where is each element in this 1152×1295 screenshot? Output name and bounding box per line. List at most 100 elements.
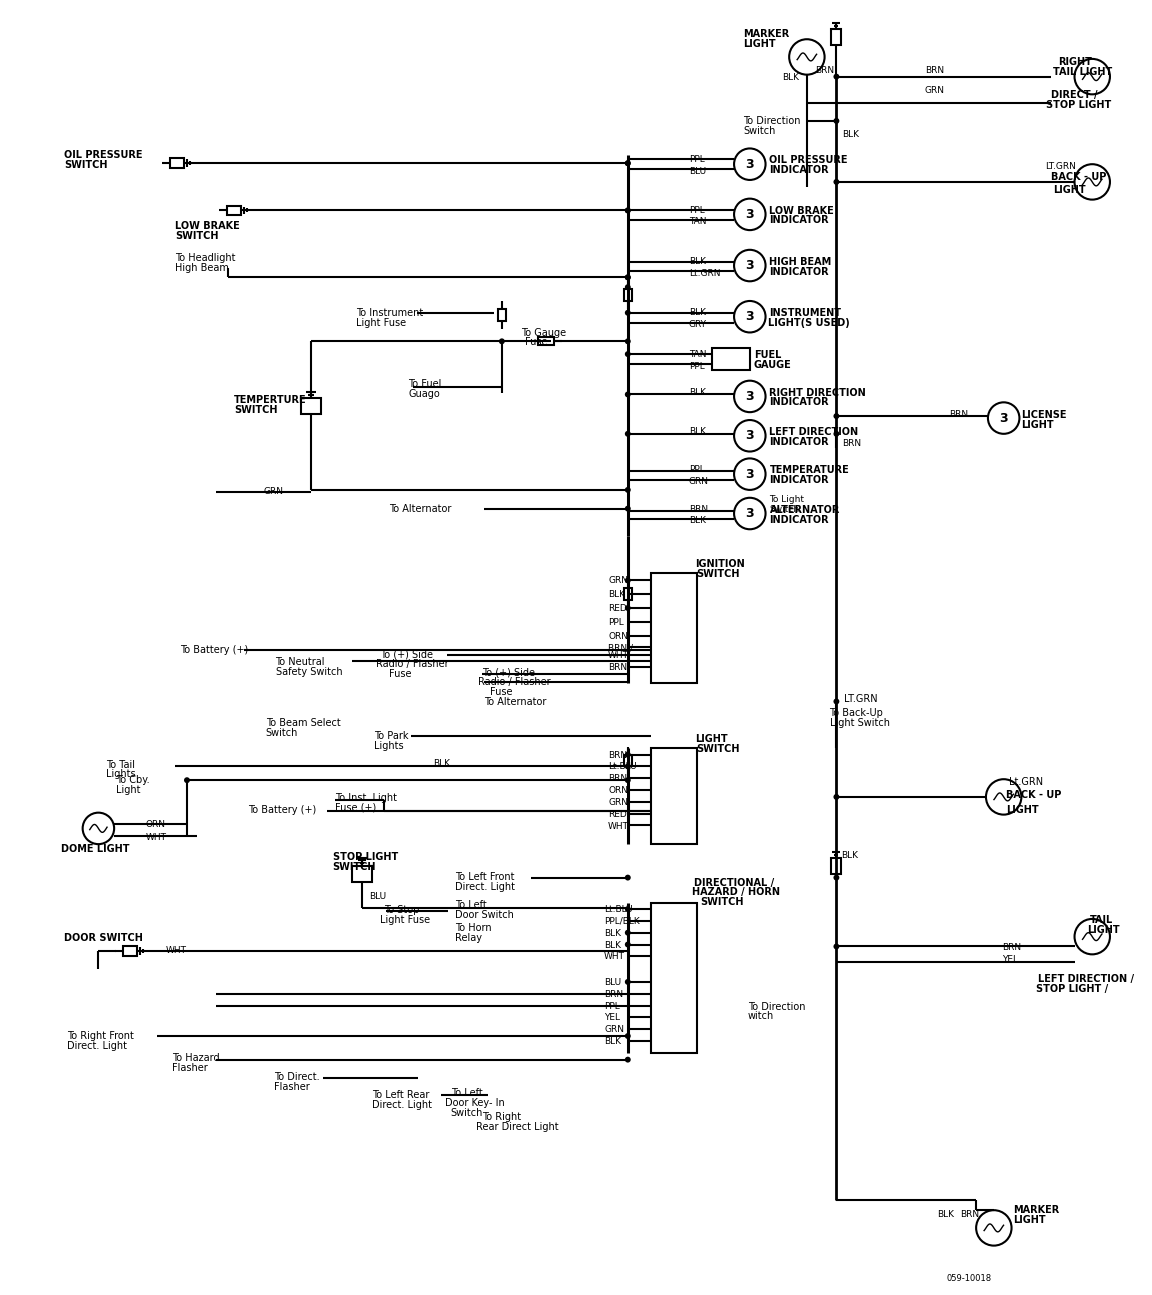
Text: DOOR SWITCH: DOOR SWITCH	[65, 932, 143, 943]
Text: Fuse: Fuse	[490, 686, 513, 697]
Text: Switch: Switch	[450, 1107, 483, 1118]
Text: To Direction: To Direction	[748, 1001, 805, 1011]
Text: YEL: YEL	[1002, 956, 1017, 965]
Text: PPL: PPL	[689, 206, 705, 215]
Text: BLK: BLK	[841, 851, 858, 860]
Text: To Direct.: To Direct.	[273, 1072, 319, 1083]
Text: OIL PRESSURE: OIL PRESSURE	[65, 150, 143, 161]
Circle shape	[184, 777, 190, 783]
Text: BLK: BLK	[689, 387, 706, 396]
Text: Light: Light	[116, 785, 141, 795]
Text: INSTRUMENT: INSTRUMENT	[770, 308, 841, 317]
Circle shape	[624, 275, 631, 280]
Circle shape	[624, 874, 631, 881]
Text: LEFT DIRECTION /: LEFT DIRECTION /	[1038, 974, 1134, 984]
Text: Lt.BLU: Lt.BLU	[604, 905, 632, 914]
Text: To Alternator: To Alternator	[484, 697, 546, 707]
Text: GRN: GRN	[604, 1026, 624, 1035]
Text: 3: 3	[1000, 412, 1008, 425]
Text: LT.GRN: LT.GRN	[844, 694, 878, 703]
Text: 3: 3	[745, 467, 755, 480]
Text: Lights: Lights	[106, 769, 136, 780]
Text: PPL: PPL	[689, 363, 705, 370]
Text: To Battery (+): To Battery (+)	[248, 804, 316, 815]
Text: DOME LIGHT: DOME LIGHT	[61, 844, 129, 855]
Text: BLK: BLK	[604, 929, 621, 938]
Text: TEMPERATURE: TEMPERATURE	[770, 465, 849, 475]
Text: TAN: TAN	[689, 350, 706, 359]
Text: Light Fuse: Light Fuse	[380, 916, 430, 925]
Text: SWITCH: SWITCH	[700, 897, 744, 908]
Text: Light Fuse: Light Fuse	[356, 317, 407, 328]
Text: BRN: BRN	[925, 66, 945, 75]
Text: To Park: To Park	[374, 730, 409, 741]
Text: Lt.GRN: Lt.GRN	[1009, 777, 1043, 787]
Text: LIGHT: LIGHT	[1006, 804, 1038, 815]
Circle shape	[833, 944, 840, 949]
Text: To Battery (+): To Battery (+)	[180, 645, 249, 655]
Text: SWITCH: SWITCH	[175, 231, 219, 241]
Text: To Neutral: To Neutral	[275, 657, 325, 667]
Text: High Beam: High Beam	[175, 263, 229, 272]
Text: YEL: YEL	[604, 1014, 620, 1022]
Text: BRN: BRN	[608, 663, 627, 672]
Circle shape	[624, 930, 631, 936]
Text: To Left Rear: To Left Rear	[372, 1090, 430, 1101]
Text: 3: 3	[745, 158, 755, 171]
Text: BLU: BLU	[369, 892, 386, 901]
Text: 3: 3	[745, 311, 755, 324]
Text: LT.GRN: LT.GRN	[1045, 162, 1076, 171]
Text: Switch: Switch	[770, 505, 799, 514]
Text: LIGHT: LIGHT	[743, 39, 775, 49]
Text: MARKER: MARKER	[1014, 1206, 1060, 1215]
Circle shape	[624, 979, 631, 985]
Bar	[624, 755, 631, 767]
Text: SWITCH: SWITCH	[65, 161, 107, 170]
Text: To Inst. Light: To Inst. Light	[334, 793, 396, 803]
Text: Fuse: Fuse	[525, 338, 548, 347]
Text: Fuse: Fuse	[388, 670, 411, 679]
Text: To Horn: To Horn	[455, 923, 491, 932]
Text: To Light: To Light	[770, 495, 804, 504]
Text: INDICATOR: INDICATOR	[770, 436, 829, 447]
Text: TAN: TAN	[689, 218, 706, 227]
Bar	[624, 588, 631, 600]
Circle shape	[624, 338, 631, 344]
Text: ALTERNATOR: ALTERNATOR	[770, 505, 840, 514]
Text: 3: 3	[745, 259, 755, 272]
Text: 3: 3	[745, 429, 755, 443]
Bar	[353, 866, 372, 882]
Text: STOP LIGHT: STOP LIGHT	[1046, 100, 1112, 110]
Circle shape	[624, 351, 631, 357]
Text: Direct. Light: Direct. Light	[372, 1099, 432, 1110]
Circle shape	[624, 578, 631, 583]
Text: FUEL: FUEL	[753, 350, 781, 360]
Text: Light Switch: Light Switch	[829, 719, 889, 728]
Circle shape	[624, 605, 631, 611]
Text: OIL PRESSURE: OIL PRESSURE	[770, 155, 848, 166]
Text: To Right Front: To Right Front	[67, 1031, 134, 1041]
Text: LICENSE: LICENSE	[1022, 411, 1067, 420]
Text: GRY: GRY	[689, 320, 707, 329]
Text: BACK - UP: BACK - UP	[1006, 790, 1061, 800]
Text: Safety Switch: Safety Switch	[275, 667, 342, 677]
Text: INDICATOR: INDICATOR	[770, 215, 829, 225]
Bar	[832, 857, 841, 874]
Circle shape	[833, 413, 840, 420]
Bar	[832, 30, 841, 45]
Text: DIRECT /: DIRECT /	[1051, 91, 1098, 101]
Text: SWITCH: SWITCH	[234, 405, 278, 416]
Circle shape	[624, 505, 631, 512]
Text: LOW BRAKE: LOW BRAKE	[770, 206, 834, 215]
Text: Guago: Guago	[408, 388, 440, 399]
Text: BLU: BLU	[689, 167, 706, 176]
Text: INDICATOR: INDICATOR	[770, 267, 829, 277]
Text: PPL/BLK: PPL/BLK	[604, 917, 639, 926]
Text: PPL: PPL	[608, 618, 624, 627]
Circle shape	[624, 764, 631, 769]
Bar	[498, 308, 506, 321]
Text: To Hazard: To Hazard	[172, 1053, 220, 1063]
Text: BLK: BLK	[689, 517, 706, 526]
Text: To Right: To Right	[483, 1112, 522, 1121]
Text: Switch: Switch	[266, 728, 298, 738]
